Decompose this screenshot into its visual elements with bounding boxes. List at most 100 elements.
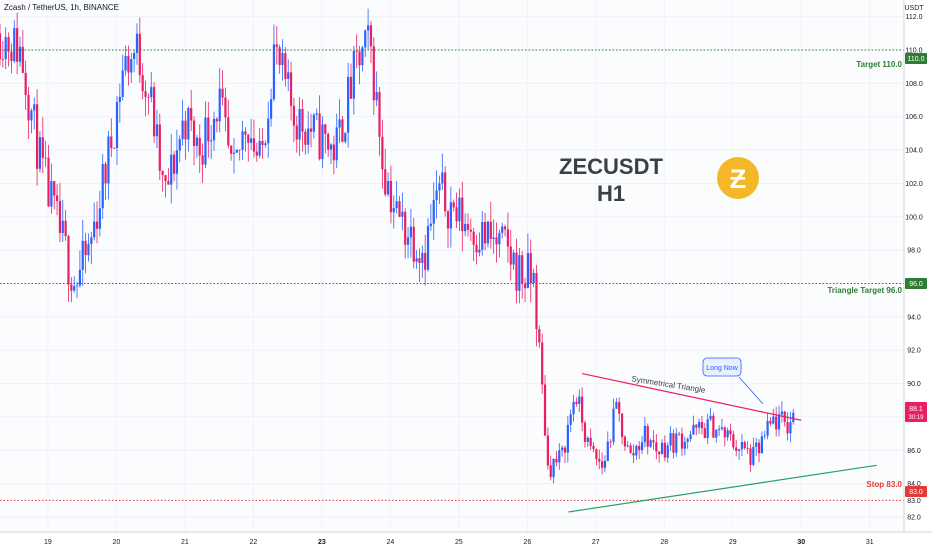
candle-body	[572, 401, 575, 415]
candle-body	[515, 252, 518, 291]
candle-body	[395, 201, 398, 209]
candle-body	[486, 221, 490, 244]
candle-body	[655, 442, 658, 452]
candle-body	[358, 51, 361, 66]
candle-body	[792, 412, 795, 423]
candle-body	[38, 137, 42, 169]
candle-body	[75, 285, 79, 287]
candle-body	[521, 255, 524, 284]
candle-body	[307, 128, 310, 145]
candle-body	[566, 424, 569, 453]
candle-body	[289, 72, 293, 106]
triangle-lines[interactable]	[568, 372, 877, 513]
candle-body	[786, 422, 789, 434]
candle-body	[669, 433, 672, 446]
candle-body	[666, 445, 669, 458]
candle-body	[175, 150, 179, 174]
candle-body	[0, 33, 2, 60]
candle-body	[47, 157, 50, 207]
candle-body	[90, 237, 93, 245]
candle-body	[181, 120, 184, 140]
candle-body	[598, 459, 601, 462]
candle-body	[152, 87, 156, 137]
trendline[interactable]	[581, 372, 802, 421]
candle-body	[321, 124, 324, 160]
candle-body	[757, 442, 761, 454]
candle-body	[386, 181, 390, 195]
candle-body	[484, 221, 487, 244]
candle-body	[235, 149, 238, 153]
svg-text:Ƶ: Ƶ	[730, 164, 747, 194]
price-tick-label: 110.0	[906, 48, 923, 55]
time-tick-label: 22	[249, 539, 257, 546]
candle-body	[127, 56, 130, 73]
time-tick-label: 27	[592, 539, 600, 546]
candle-body	[21, 46, 24, 73]
candle-body	[327, 133, 330, 150]
candle-body	[435, 190, 438, 201]
candle-body	[672, 433, 675, 453]
candle-body	[64, 220, 67, 237]
candle-body	[612, 408, 615, 442]
candle-body	[375, 92, 378, 101]
candle-body	[352, 50, 355, 99]
candle-body	[752, 446, 755, 465]
candle-body	[441, 172, 444, 184]
candle-body	[555, 458, 558, 463]
candle-body	[158, 124, 161, 171]
candle-body	[384, 169, 387, 195]
candle-body	[315, 113, 318, 115]
candle-body	[506, 229, 510, 247]
time-tick-label: 26	[523, 539, 531, 546]
long-now-callout[interactable]: Long Now	[702, 357, 764, 405]
candle-body	[267, 118, 270, 144]
candle-body	[415, 258, 418, 262]
candle-body	[495, 237, 498, 245]
symbol-header[interactable]: Zcash / TetherUS, 1h, BINANCE	[4, 3, 120, 12]
price-tick-label: 84.0	[907, 481, 921, 488]
candle-body	[364, 30, 367, 48]
candle-body	[404, 211, 407, 245]
candle-body	[372, 46, 375, 101]
candle-body	[529, 253, 532, 284]
candle-body	[589, 437, 592, 446]
candle-body	[717, 428, 721, 430]
candle-body	[215, 118, 218, 122]
candle-body	[426, 226, 430, 270]
time-tick-label: 21	[181, 539, 189, 546]
candle-body	[107, 136, 110, 184]
candle-body	[301, 108, 304, 132]
plot-area	[0, 0, 904, 532]
candle-body	[746, 448, 749, 449]
candle-body	[503, 226, 507, 230]
candle-body	[755, 442, 758, 447]
candle-body	[73, 286, 76, 291]
zcash-coin-icon: Ƶ	[717, 157, 759, 199]
time-tick-label: 25	[455, 539, 463, 546]
candle-body	[347, 76, 350, 133]
candle-body	[61, 220, 64, 233]
candle-body	[618, 402, 621, 414]
candle-body	[558, 450, 561, 463]
candle-body	[164, 175, 167, 182]
price-tick-label: 100.0	[905, 214, 923, 221]
candle-body	[526, 253, 530, 289]
candle-body	[712, 415, 715, 438]
time-tick-label: 28	[660, 539, 668, 546]
time-axis[interactable]: 19 20 21 22 23 24 25 26 27 28 29 30 31	[44, 539, 874, 546]
level-lines[interactable]	[0, 49, 904, 501]
badge-target-110: 110.0	[905, 53, 927, 64]
candle-body	[532, 272, 535, 284]
candle-body	[686, 438, 689, 442]
candle-body	[743, 442, 746, 449]
candle-body	[361, 47, 364, 66]
candle-body	[161, 170, 164, 176]
candle-body	[740, 442, 744, 450]
candle-body	[130, 59, 133, 73]
candle-body	[578, 396, 581, 404]
candle-body	[24, 72, 27, 95]
time-tick-label: 31	[866, 539, 874, 546]
candle-body	[167, 181, 170, 185]
trendline[interactable]	[568, 464, 877, 513]
